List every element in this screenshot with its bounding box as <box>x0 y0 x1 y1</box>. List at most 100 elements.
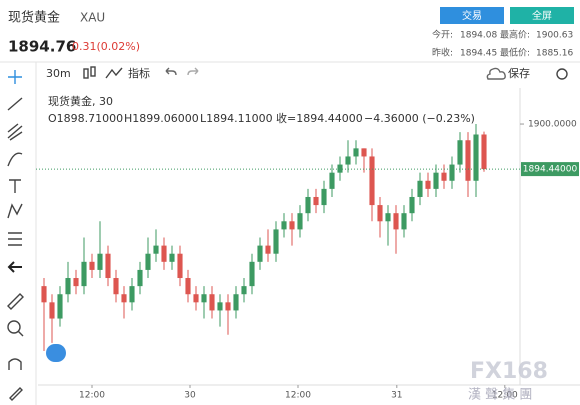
cloud-icon[interactable] <box>486 67 506 80</box>
fullscreen-button[interactable] <box>510 7 574 24</box>
candle-type-icon[interactable] <box>83 66 96 79</box>
candle-body <box>297 213 303 230</box>
candle-body <box>73 278 79 287</box>
legend-open: O1898.71000 <box>48 112 123 125</box>
redo-icon[interactable] <box>187 67 199 76</box>
candle-body <box>449 164 455 181</box>
stat-label: 最高价: <box>500 29 530 41</box>
legend-title: 现货黄金, 30 <box>48 94 113 108</box>
trade-button[interactable] <box>440 7 504 24</box>
candle-body <box>121 294 127 303</box>
trade-button-label[interactable]: 交易 <box>462 9 482 22</box>
stat-label: 昨收: <box>432 47 453 59</box>
plot: 1900.0000 12:00 30 12:00 31 12:00 1894.44000 <box>36 120 579 401</box>
candle-body <box>233 294 239 311</box>
candle-body <box>161 245 167 262</box>
candle-body <box>385 213 391 222</box>
candle-body <box>289 221 295 230</box>
candle-body <box>305 196 311 214</box>
undo-icon[interactable] <box>165 67 177 76</box>
candle-body <box>49 302 55 319</box>
candle-body <box>209 294 215 311</box>
x-tick-label: 31 <box>391 391 402 401</box>
watermark-company: 漢 聲 集 團 <box>468 387 532 403</box>
candle-body <box>57 294 63 319</box>
candle-body <box>401 213 407 230</box>
candle-body <box>257 245 263 262</box>
candle-body <box>137 269 143 287</box>
candle-body <box>153 245 159 254</box>
last-price-box <box>521 162 579 177</box>
candle-body <box>369 156 375 206</box>
instrument-name: 现货黄金 <box>8 10 60 26</box>
candle-body <box>113 278 119 295</box>
indicators[interactable]: 指标 <box>128 66 150 80</box>
candle-body <box>185 278 191 295</box>
candle-body <box>273 229 279 254</box>
logo-badge <box>46 344 66 362</box>
candle-body <box>329 172 335 189</box>
candle-body <box>97 253 103 270</box>
candle-body <box>177 253 183 279</box>
candle-body <box>281 221 287 230</box>
candle-body <box>193 294 199 303</box>
candle-body <box>321 188 327 206</box>
candle-body <box>441 172 447 181</box>
candle-body <box>241 286 247 295</box>
watermark-brand: FX168 <box>470 359 548 384</box>
candle-body <box>465 140 471 181</box>
candle-body <box>249 261 255 287</box>
candle-body <box>481 134 487 170</box>
stat-label: 今开: <box>432 29 453 41</box>
candle-body <box>89 261 95 270</box>
y-tick-label: 1900.0000 <box>528 120 577 130</box>
candle-body <box>473 134 479 181</box>
candle-body <box>425 180 431 189</box>
price: 1894.76 <box>8 38 76 56</box>
candle-body <box>129 286 135 303</box>
legend-low: L1894.11000 <box>200 112 273 125</box>
candle-body <box>409 196 415 214</box>
candle-body <box>145 253 151 270</box>
legend-high: H1899.06000 <box>124 112 199 125</box>
x-tick-label: 12:00 <box>492 391 518 401</box>
stat-value: 1894.08 <box>460 31 497 41</box>
last-price-label: 1894.44000 <box>523 165 578 175</box>
drawing-tools[interactable] <box>7 70 24 401</box>
candle-body <box>417 180 423 197</box>
candle-body <box>217 302 223 311</box>
settings-icon[interactable] <box>556 68 568 80</box>
stat-label: 最低价: <box>500 47 530 59</box>
save[interactable]: 保存 <box>508 66 530 80</box>
candle-body <box>337 164 343 173</box>
legend-change: −4.36000 (−0.23%) <box>364 112 475 125</box>
candle-body <box>361 148 367 157</box>
stat-value: 1900.63 <box>536 31 573 41</box>
candle-body <box>457 140 463 165</box>
candle-body <box>201 294 207 303</box>
candle-body <box>393 213 399 230</box>
candle-body <box>169 253 175 262</box>
candle-body <box>41 286 47 303</box>
stats: 今开: 1894.08 最高价: 1900.63 昨收: 1894.45 最低价… <box>432 29 573 59</box>
candle-body <box>433 172 439 189</box>
candle-body <box>81 261 87 287</box>
price-change: 0.31(0.02%) <box>72 40 140 53</box>
candle-body <box>345 156 351 165</box>
x-tick-label: 12:00 <box>79 391 105 401</box>
candle-body <box>65 278 71 295</box>
x-tick-label: 12:00 <box>285 391 311 401</box>
stat-value: 1894.45 <box>460 49 497 59</box>
indicator-icon[interactable] <box>105 67 123 79</box>
stat-value: 1885.16 <box>536 49 573 59</box>
candle-body <box>225 302 231 311</box>
instrument-symbol: XAU <box>80 11 105 25</box>
candle-body <box>105 253 111 279</box>
fullscreen-button-label[interactable]: 全屏 <box>532 9 552 22</box>
interval[interactable]: 30m <box>46 67 71 80</box>
x-tick-label: 30 <box>184 391 196 401</box>
legend-close: 收=1894.44000 <box>276 111 363 125</box>
candle-body <box>377 205 383 222</box>
